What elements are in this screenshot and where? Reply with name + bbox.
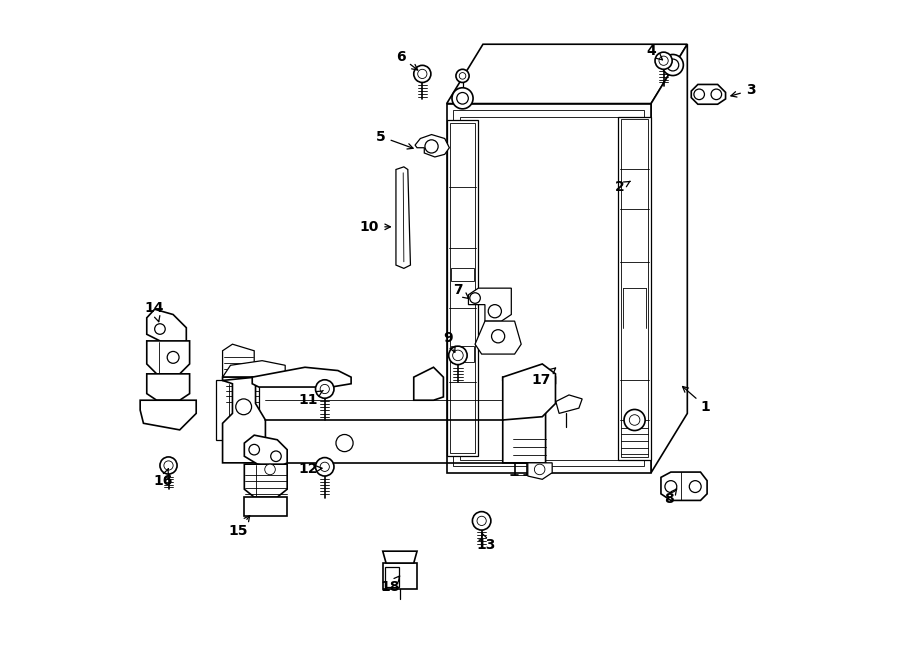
Polygon shape [259,463,285,479]
Circle shape [453,350,464,361]
Circle shape [629,414,640,425]
Bar [621,119,648,457]
Polygon shape [216,381,259,440]
Polygon shape [222,344,254,387]
Text: 3: 3 [731,83,755,97]
Circle shape [456,70,469,83]
Circle shape [655,52,672,70]
Circle shape [316,457,334,476]
Text: 16: 16 [154,469,173,489]
Text: 13: 13 [477,533,496,552]
Text: 10: 10 [360,220,391,234]
Bar [451,268,474,281]
Bar [460,117,638,459]
Polygon shape [147,341,190,374]
Circle shape [155,324,166,334]
Polygon shape [503,377,555,463]
Circle shape [164,461,173,470]
Bar [454,110,644,466]
Circle shape [459,73,466,79]
Circle shape [488,305,501,318]
Circle shape [449,346,467,365]
Circle shape [456,93,468,104]
Circle shape [472,512,490,530]
Text: 17: 17 [531,368,555,387]
Polygon shape [446,44,688,103]
Polygon shape [244,464,287,497]
Polygon shape [140,401,196,430]
Bar [451,346,474,362]
Circle shape [535,464,544,475]
Circle shape [418,70,427,79]
Text: 14: 14 [145,301,165,322]
Circle shape [491,330,505,343]
Text: 1: 1 [682,387,711,414]
Polygon shape [222,361,285,377]
Bar [244,497,287,516]
Circle shape [694,89,705,99]
Text: 5: 5 [376,130,413,149]
Text: 7: 7 [453,283,469,299]
Circle shape [452,88,473,109]
Polygon shape [527,463,553,479]
Polygon shape [661,472,707,500]
Circle shape [689,481,701,493]
Circle shape [667,59,679,71]
Circle shape [336,434,353,451]
Polygon shape [651,44,688,473]
Bar [618,117,651,459]
Text: 8: 8 [664,489,677,506]
Circle shape [662,54,683,75]
Text: 11: 11 [299,391,323,406]
Circle shape [249,444,259,455]
Polygon shape [414,367,444,401]
Circle shape [316,380,334,399]
Text: 9: 9 [443,330,455,352]
Text: 6: 6 [396,50,418,70]
Polygon shape [475,321,521,354]
Bar [385,567,399,587]
Polygon shape [382,551,417,563]
Circle shape [665,481,677,493]
Bar [450,123,475,453]
Text: 15: 15 [228,516,249,538]
Bar [446,120,478,456]
Circle shape [320,385,329,394]
Circle shape [236,399,252,414]
Text: 4: 4 [647,44,662,60]
Polygon shape [415,134,449,157]
Bar [446,103,651,473]
Circle shape [470,293,481,303]
Circle shape [414,66,431,83]
Polygon shape [252,367,351,387]
Polygon shape [244,435,287,468]
Polygon shape [396,167,410,268]
Polygon shape [222,377,266,463]
Polygon shape [147,309,186,348]
Text: 18: 18 [381,576,400,594]
Bar [382,563,417,589]
Polygon shape [147,374,190,401]
Circle shape [477,516,486,526]
Circle shape [624,410,645,430]
Circle shape [711,89,722,99]
Circle shape [659,56,668,66]
Circle shape [160,457,177,474]
Circle shape [265,464,275,475]
Circle shape [425,140,438,153]
Text: 2: 2 [616,180,630,194]
Circle shape [271,451,281,461]
Polygon shape [556,395,582,413]
Polygon shape [469,288,511,321]
Polygon shape [503,364,555,420]
Polygon shape [691,85,725,104]
Circle shape [320,462,329,471]
Text: 12: 12 [299,463,322,477]
Circle shape [167,352,179,363]
